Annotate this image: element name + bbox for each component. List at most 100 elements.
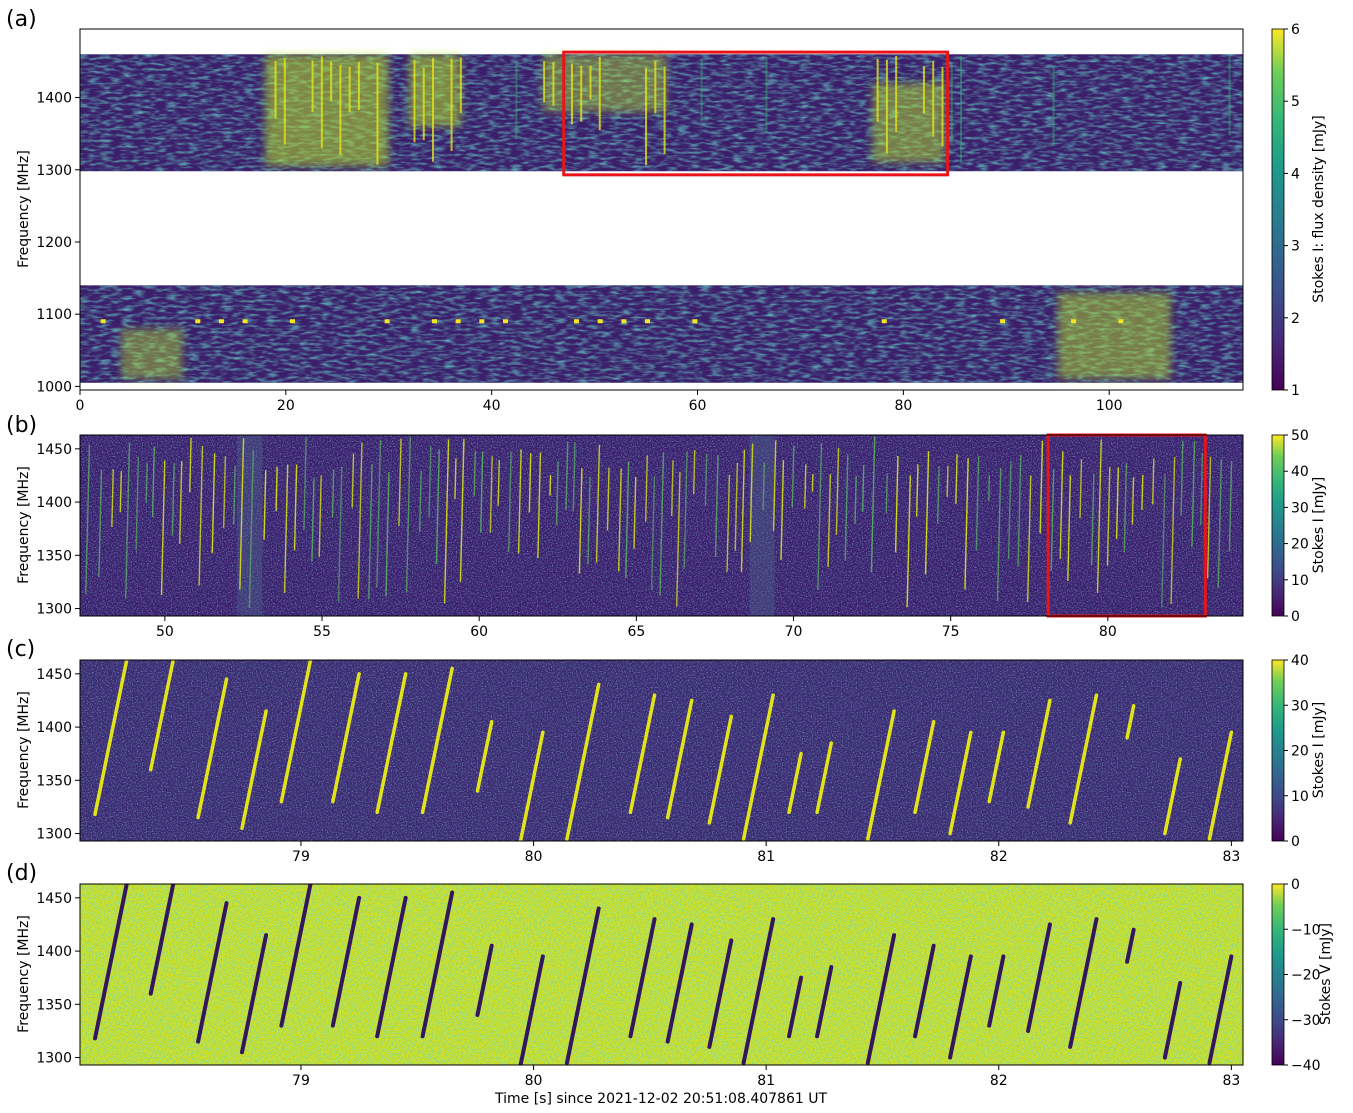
colorbar-tick-label: 1 [1291, 383, 1300, 399]
colorbar-tick-label: −20 [1291, 968, 1321, 984]
rfi-pixel [574, 319, 579, 323]
colorbar-tick-label: 20 [1291, 537, 1309, 553]
rfi-pixel [503, 319, 508, 323]
x-tick-label: 81 [757, 849, 775, 865]
panel-d-xlabel: Time [s] since 2021-12-02 20:51:08.40786… [494, 1091, 827, 1107]
y-tick-label: 1350 [36, 997, 72, 1013]
colorbar-tick-label: 10 [1291, 789, 1309, 805]
y-tick-label: 1350 [36, 773, 72, 789]
x-tick-label: 80 [525, 1073, 543, 1089]
burst-feature [1058, 293, 1171, 380]
panel-a-label: (a) [6, 7, 37, 32]
x-tick-label: 40 [483, 398, 501, 414]
y-tick-label: 1400 [36, 720, 72, 736]
burst-stripe [947, 466, 948, 497]
rfi-pixel [243, 319, 248, 323]
colorbar-tick-label: 30 [1291, 500, 1309, 516]
burst-stripe [146, 463, 147, 503]
x-tick-label: 100 [1096, 398, 1123, 414]
colorbar-tick-label: 0 [1291, 609, 1300, 625]
y-tick-label: 1300 [36, 827, 72, 843]
rfi-pixel [598, 319, 603, 323]
rfi-pixel [645, 319, 650, 323]
x-tick-label: 81 [757, 1073, 775, 1089]
rfi-pixel [692, 319, 697, 323]
burst-feature [265, 54, 389, 166]
panel-b-plot-area [80, 435, 1243, 616]
panel-d-colorbar [1272, 884, 1284, 1065]
panel-b-label: (b) [6, 413, 37, 438]
panel-c-y-ticks: 1300 1350 1400 1450 [36, 667, 80, 843]
colorbar-tick-label: 0 [1291, 834, 1300, 850]
y-tick-label: 1300 [36, 602, 72, 618]
panel-c-colorbar-label: Stokes I [mJy] [1311, 702, 1327, 798]
y-tick-label: 1450 [36, 667, 72, 683]
rfi-pixel [1118, 319, 1123, 323]
noise-texture [80, 884, 1243, 1065]
x-tick-label: 80 [894, 398, 912, 414]
panel-d-colorbar-ticks: −40 −30 −20 −10 0 [1284, 877, 1321, 1074]
panel-a-colorbar-label: Stokes I: flux density [mJy] [1311, 115, 1327, 302]
x-tick-label: 60 [689, 398, 707, 414]
panel-c-colorbar-ticks: 0 10 20 30 40 [1284, 653, 1309, 850]
burst-stripe [886, 474, 887, 513]
x-tick-label: 0 [76, 398, 85, 414]
panel-c-ylabel: Frequency [MHz] [16, 691, 32, 809]
x-tick-label: 83 [1222, 849, 1240, 865]
colorbar-tick-label: 0 [1291, 877, 1300, 893]
y-tick-label: 1450 [36, 891, 72, 907]
rfi-pixel [195, 319, 200, 323]
panel-c-label: (c) [6, 637, 35, 662]
colorbar-tick-label: 10 [1291, 573, 1309, 589]
rfi-pixel [101, 319, 106, 323]
rfi-pixel [1000, 319, 1005, 323]
rfi-pixel [621, 319, 626, 323]
colorbar-tick-label: 4 [1291, 166, 1300, 182]
colorbar-tick-label: −30 [1291, 1013, 1321, 1029]
colorbar-tick-label: 40 [1291, 653, 1309, 669]
panel-d-plot-area [80, 884, 1243, 1065]
panel-c-colorbar [1272, 660, 1284, 841]
burst-feature [409, 54, 460, 126]
x-tick-label: 79 [292, 849, 310, 865]
panel-d-label: (d) [6, 861, 37, 886]
colorbar-tick-label: −40 [1291, 1058, 1321, 1074]
burst-feature [543, 54, 667, 112]
noise-texture [80, 660, 1243, 841]
x-tick-label: 60 [470, 624, 488, 640]
panel-d-y-ticks: 1300 1350 1400 1450 [36, 891, 80, 1067]
colorbar-tick-label: 30 [1291, 698, 1309, 714]
y-tick-label: 1400 [36, 944, 72, 960]
x-tick-label: 82 [990, 1073, 1008, 1089]
panel-d-ylabel: Frequency [MHz] [16, 915, 32, 1033]
x-tick-label: 50 [156, 624, 174, 640]
x-tick-label: 55 [313, 624, 331, 640]
colorbar-tick-label: 3 [1291, 239, 1300, 255]
panel-b-colorbar [1272, 435, 1284, 616]
rfi-pixel [385, 319, 390, 323]
y-tick-label: 1450 [36, 442, 72, 458]
burst-stripe [989, 475, 990, 501]
x-tick-label: 80 [1099, 624, 1117, 640]
y-tick-label: 1300 [36, 1051, 72, 1067]
colorbar-tick-label: 20 [1291, 744, 1309, 760]
panel-b-ylabel: Frequency [MHz] [16, 466, 32, 584]
panel-a-plot-area [80, 52, 1243, 383]
y-tick-label: 1300 [36, 163, 72, 179]
panel-c-plot-area [80, 660, 1243, 841]
rfi-pixel [456, 319, 461, 323]
rfi-pixel [219, 319, 224, 323]
colorbar-tick-label: −10 [1291, 922, 1321, 938]
x-tick-label: 70 [785, 624, 803, 640]
x-tick-label: 20 [277, 398, 295, 414]
x-tick-label: 80 [525, 849, 543, 865]
